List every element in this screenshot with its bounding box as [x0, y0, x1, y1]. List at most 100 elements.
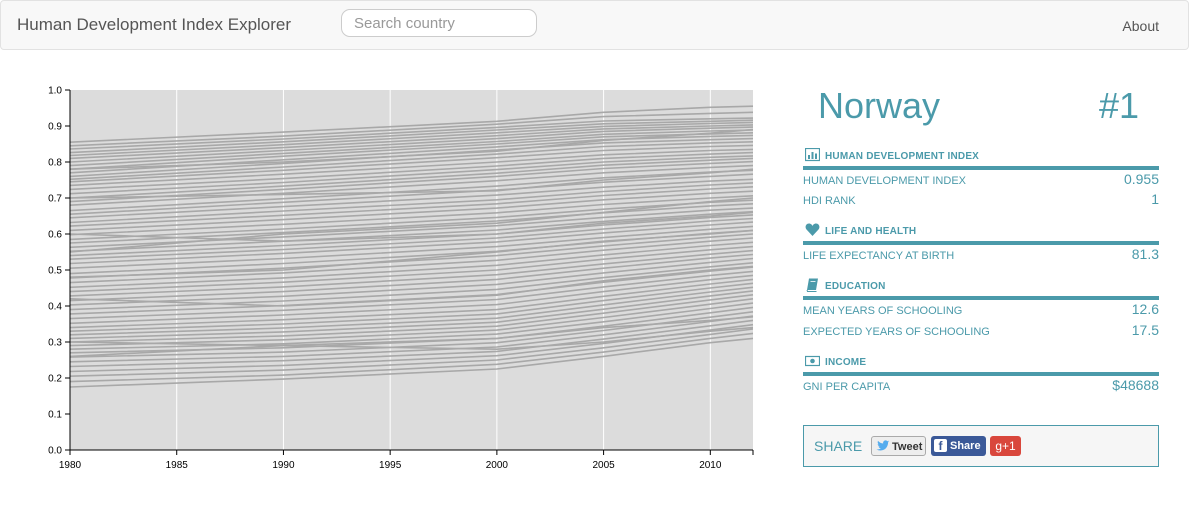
row-value: $48688: [1112, 377, 1159, 393]
y-tick-label: 0.6: [48, 230, 62, 241]
x-tick-label: 2005: [592, 460, 615, 471]
series-line: [69, 119, 754, 154]
money-icon: [805, 355, 820, 367]
row-mean-schooling: MEAN YEARS OF SCHOOLING 12.6: [803, 300, 1159, 320]
section-title: HUMAN DEVELOPMENT INDEX: [825, 151, 980, 162]
series-line: [69, 197, 754, 253]
x-tick-label: 2010: [699, 460, 722, 471]
series-line: [69, 274, 754, 325]
section-health-header: LIFE AND HEALTH: [803, 223, 1159, 245]
series-line: [69, 126, 754, 163]
series-line: [69, 323, 754, 373]
section-title: INCOME: [825, 357, 867, 368]
x-tick-label: 1995: [379, 460, 402, 471]
search-input[interactable]: [341, 9, 537, 37]
series-line: [69, 141, 754, 181]
row-hdi: HUMAN DEVELOPMENT INDEX 0.955: [803, 170, 1159, 190]
series-line: [69, 262, 754, 311]
google-plus-button[interactable]: g+1: [990, 436, 1021, 456]
tweet-label: Tweet: [892, 441, 923, 453]
series-line: [69, 190, 754, 232]
series-line: [69, 326, 754, 358]
row-label: HDI RANK: [803, 195, 856, 207]
about-link[interactable]: About: [1122, 18, 1159, 34]
facebook-icon: f: [934, 439, 947, 453]
series-line: [69, 337, 754, 388]
y-tick-label: 0.3: [48, 338, 62, 349]
y-tick-label: 0.9: [48, 122, 62, 133]
series-line: [69, 151, 754, 191]
y-tick-label: 0.7: [48, 194, 62, 205]
row-value: 1: [1151, 191, 1159, 207]
row-value: 81.3: [1131, 246, 1159, 262]
series-line: [69, 117, 754, 150]
y-tick-label: 0.0: [48, 446, 62, 457]
row-label: HUMAN DEVELOPMENT INDEX: [803, 175, 966, 187]
series-line: [69, 134, 754, 174]
y-tick-label: 0.8: [48, 158, 62, 169]
series-line: [69, 237, 754, 284]
navbar: Human Development Index Explorer About: [0, 0, 1189, 50]
facebook-share-label: Share: [950, 440, 981, 452]
section-income-header: INCOME: [803, 354, 1159, 376]
y-tick-label: 0.4: [48, 302, 62, 313]
series-line: [69, 278, 754, 329]
series-line: [69, 241, 754, 289]
series-line: [69, 282, 754, 332]
series-line: [69, 332, 754, 383]
series-line: [69, 290, 754, 340]
row-value: 0.955: [1123, 171, 1159, 187]
share-box: SHARE Tweet f Share g+1: [803, 425, 1159, 467]
y-tick-label: 1.0: [48, 86, 62, 97]
series-line: [69, 253, 754, 302]
series-line: [69, 311, 754, 358]
series-line: [69, 249, 754, 297]
heart-icon: [805, 223, 820, 236]
series-line: [69, 121, 754, 157]
bar-chart-icon: [805, 148, 820, 162]
x-tick-label: 1985: [166, 460, 189, 471]
series-line: [69, 186, 754, 227]
series-line: [69, 316, 754, 347]
book-icon: [806, 278, 818, 292]
series-line: [69, 105, 754, 143]
row-value: 12.6: [1131, 301, 1159, 317]
row-gni: GNI PER CAPITA $48688: [803, 376, 1159, 396]
series-line: [69, 328, 754, 377]
series-line: [69, 225, 754, 269]
facebook-share-button[interactable]: f Share: [931, 436, 986, 456]
brand-title[interactable]: Human Development Index Explorer: [17, 15, 292, 34]
series-line: [69, 229, 754, 278]
y-tick-label: 0.1: [48, 410, 62, 421]
series-line: [69, 211, 754, 243]
tweet-button[interactable]: Tweet: [871, 436, 926, 456]
row-hdi-rank: HDI RANK 1: [803, 190, 1159, 210]
section-title: LIFE AND HEALTH: [825, 226, 917, 237]
section-education-header: EDUCATION: [803, 278, 1159, 300]
series-line: [69, 157, 754, 199]
series-line: [69, 160, 754, 203]
row-expected-schooling: EXPECTED YEARS OF SCHOOLING 17.5: [803, 321, 1159, 341]
row-label: MEAN YEARS OF SCHOOLING: [803, 305, 963, 317]
series-line: [69, 182, 754, 224]
series-line: [69, 221, 754, 265]
series-line: [69, 207, 754, 249]
twitter-bird-icon: [876, 440, 890, 451]
series-line: [69, 210, 754, 253]
series-line: [69, 178, 754, 219]
series-line: [69, 214, 754, 257]
x-tick-label: 1980: [59, 460, 82, 471]
hdi-line-chart: 0.0 0.1 0.2 0.3 0.4 0.5 0.6 0.7 0.8 0.9 1.0 1980 198…: [48, 86, 754, 471]
series-line: [69, 233, 754, 279]
series-line: [69, 257, 754, 306]
series-line: [69, 270, 754, 320]
country-rank: #1: [1098, 85, 1139, 126]
series-line: [69, 195, 754, 236]
row-label: LIFE EXPECTANCY AT BIRTH: [803, 250, 955, 262]
y-tick-label: 0.2: [48, 374, 62, 385]
x-tick-label: 2000: [486, 460, 509, 471]
y-tick-label: 0.5: [48, 266, 62, 277]
section-hdi-header: HUMAN DEVELOPMENT INDEX: [803, 148, 1159, 170]
row-value: 17.5: [1131, 322, 1159, 338]
series-line: [69, 168, 754, 199]
